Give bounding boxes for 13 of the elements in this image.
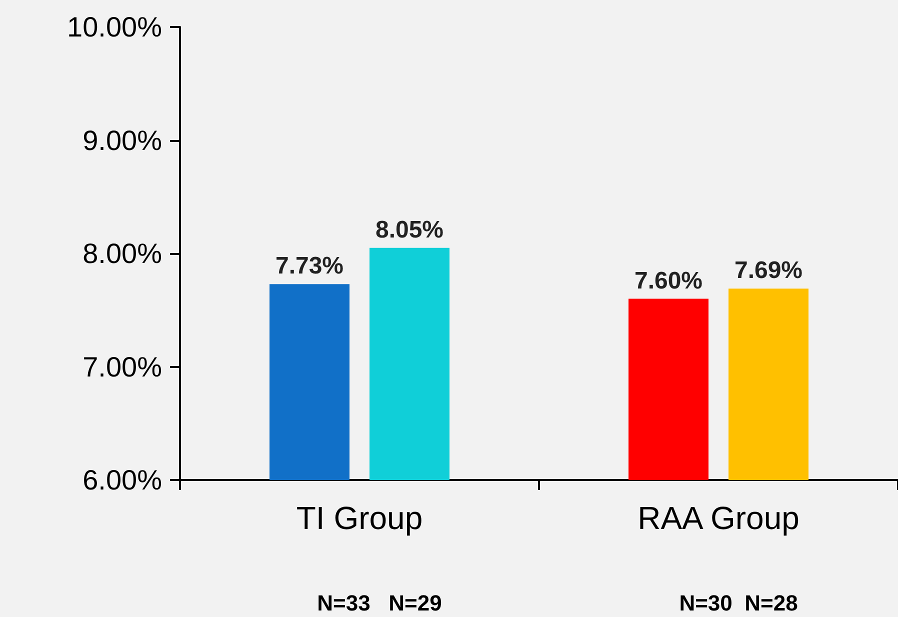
text: N=30 N=28 <box>679 590 798 616</box>
data-label: 7.60% <box>634 267 703 294</box>
y-tick-label: 7.00% <box>82 351 162 382</box>
y-tick-label: 6.00% <box>82 464 162 496</box>
data-label: 7.69% <box>734 257 803 284</box>
data-label: 8.05% <box>375 216 444 244</box>
x-tick-label: RAA Group <box>638 500 800 536</box>
x-tick-label: TI Group <box>296 500 423 536</box>
y-tick-label: 8.00% <box>82 238 162 269</box>
y-tick-label: 9.00% <box>82 124 162 156</box>
y-tick-label: 10.00% <box>67 12 162 42</box>
text: N=33 N=29 <box>317 590 442 616</box>
data-label: 7.73% <box>275 252 344 280</box>
